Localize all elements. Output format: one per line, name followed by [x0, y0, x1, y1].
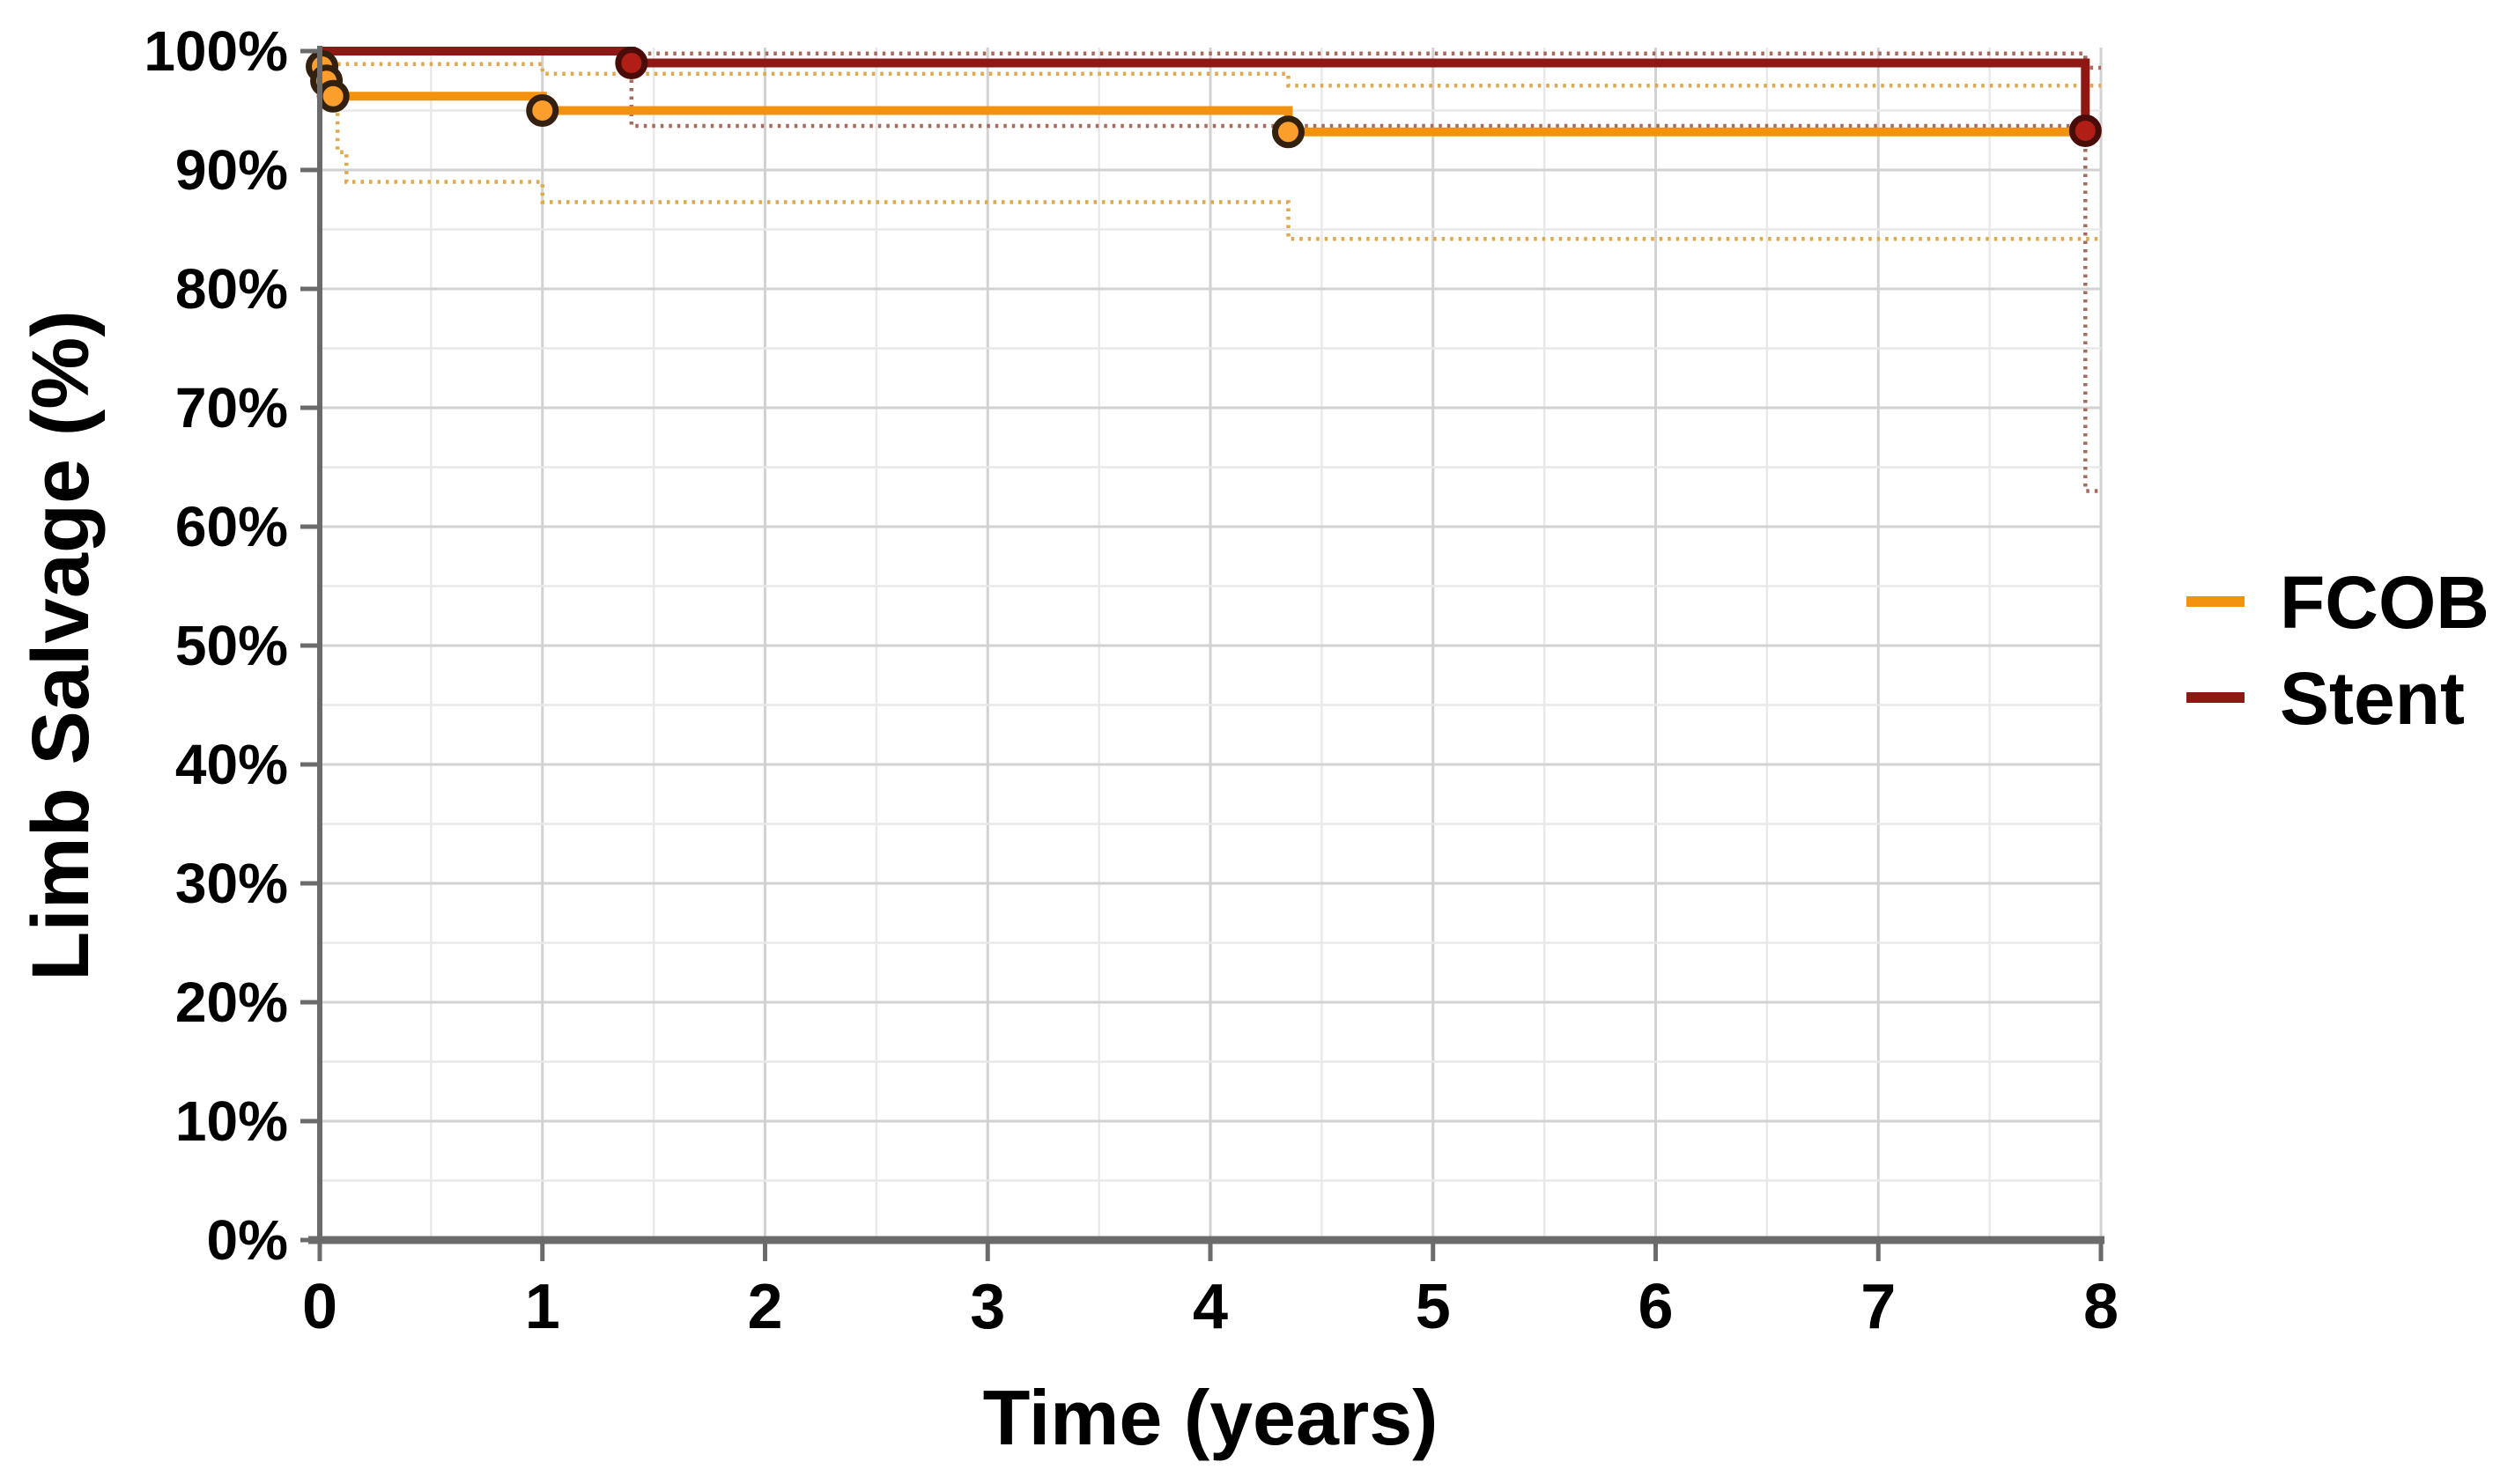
legend: FCOB Stent — [2186, 561, 2489, 740]
axes — [300, 46, 2104, 1261]
x-tick-label: 3 — [970, 1272, 1005, 1342]
y-tick-label: 30% — [175, 852, 288, 915]
marker-fcob — [1271, 115, 1305, 149]
y-tick-label: 0% — [207, 1208, 289, 1272]
y-tick-label: 100% — [144, 19, 288, 83]
ci-lower-fcob — [335, 96, 2101, 241]
x-tick-label: 0 — [302, 1272, 337, 1342]
tick-labels: 0% 10% 20% 30% 40% 50% 60% 70% 80% 90% 100% 0 1 2 3 4 5 6… — [144, 19, 2119, 1342]
y-tick-label: 90% — [175, 138, 288, 202]
legend-label-fcob: FCOB — [2280, 561, 2489, 644]
y-tick-label: 20% — [175, 971, 288, 1034]
ci-upper-fcob — [337, 62, 2101, 88]
y-tick-label: 10% — [175, 1089, 288, 1153]
marker-stent — [615, 47, 648, 79]
x-tick-label: 8 — [2083, 1272, 2119, 1342]
y-axis-title: Limb Salvage (%) — [16, 310, 106, 981]
x-tick-label: 2 — [747, 1272, 782, 1342]
legend-label-stent: Stent — [2280, 657, 2465, 740]
marker-fcob — [316, 79, 350, 113]
ci-lower-stent — [629, 63, 2101, 493]
y-tick-label: 80% — [175, 257, 288, 321]
marker-stent — [2068, 114, 2102, 147]
confidence-intervals — [335, 51, 2101, 493]
x-tick-label: 4 — [1193, 1272, 1228, 1342]
grid — [320, 48, 2103, 1240]
x-tick-label: 5 — [1416, 1272, 1451, 1342]
y-tick-label: 60% — [175, 495, 288, 558]
x-axis-title: Time (years) — [983, 1374, 1439, 1461]
y-tick-label: 70% — [175, 376, 288, 439]
x-tick-label: 1 — [525, 1272, 560, 1342]
marker-fcob — [526, 94, 559, 127]
x-tick-label: 6 — [1638, 1272, 1673, 1342]
y-tick-label: 50% — [175, 614, 288, 677]
x-tick-label: 7 — [1860, 1272, 1896, 1342]
y-tick-label: 40% — [175, 733, 288, 796]
